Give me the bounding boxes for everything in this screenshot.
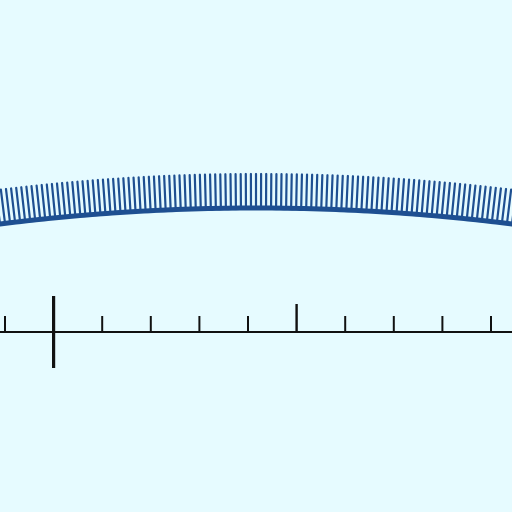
arc-spike [425, 180, 431, 217]
arc-spike [224, 173, 227, 210]
arc-spike [380, 176, 385, 213]
arc-spike [208, 173, 212, 210]
arc-spike [198, 173, 202, 210]
arc-spike [214, 173, 217, 210]
arc-spike [320, 173, 324, 211]
arc-spike [505, 188, 512, 225]
arc-spike [168, 174, 172, 211]
arc-spike [35, 184, 42, 221]
spiked-arc-barrier [0, 172, 512, 227]
arc-spike [30, 185, 37, 222]
arc-spike [188, 173, 192, 211]
arc-spike [152, 175, 157, 212]
arc-spike [4, 187, 12, 224]
ruler [0, 296, 512, 368]
arc-spike [415, 179, 421, 216]
arc-spike [178, 174, 182, 211]
arc-spike [435, 181, 441, 218]
arc-spike [203, 173, 207, 210]
arc-spike [163, 174, 167, 212]
arc-spike [55, 182, 62, 219]
arc-spike [480, 185, 487, 222]
arc-spike [290, 173, 293, 210]
arc-spike [350, 175, 355, 212]
arc-spike [485, 186, 492, 223]
arc-spike [45, 183, 52, 220]
arc-spike [455, 182, 462, 219]
arc-spike [360, 175, 365, 212]
arc-spike [173, 174, 177, 211]
arc-spike [405, 178, 411, 215]
arc-spike [40, 183, 47, 220]
arc-spike [76, 180, 82, 217]
arc-spike [91, 179, 97, 216]
arc-spike [50, 182, 57, 219]
arc-spike [390, 177, 395, 214]
arc-spike [142, 175, 147, 213]
arc-spike [445, 181, 451, 218]
arc-spike [295, 173, 298, 210]
arc-spike [25, 185, 32, 222]
arc-spike [395, 177, 400, 214]
arc-spike [310, 173, 314, 210]
arc-spike [450, 182, 457, 219]
arc-spike [157, 175, 162, 212]
arc-spike [465, 183, 472, 220]
arc-spike [101, 178, 107, 215]
arc-spike [385, 177, 390, 214]
arc-spike [330, 174, 334, 211]
arc-spike [112, 177, 117, 214]
arc-spike [60, 181, 67, 218]
arc-spike [132, 176, 137, 213]
arc-spike [127, 176, 132, 213]
arc-spike [137, 176, 142, 213]
arc-spike [219, 173, 222, 210]
arc-spike [325, 174, 329, 211]
arc-spike [71, 181, 77, 218]
arc-spike [375, 176, 380, 213]
arc-spike [305, 173, 309, 210]
arc-spike [430, 180, 436, 217]
arc-spike [183, 174, 187, 211]
arc-spike [20, 186, 27, 223]
arc-spike [0, 188, 7, 225]
arc-spike [355, 175, 360, 212]
arc-spike [86, 179, 92, 216]
arc-spike [440, 181, 446, 218]
arc-spike [495, 187, 503, 224]
arc-spike [340, 174, 344, 211]
arc-spike [106, 178, 112, 215]
arc-spike [345, 174, 349, 212]
arc-spike [285, 173, 288, 210]
arc-spike [315, 173, 319, 210]
arc-spike [400, 178, 406, 215]
arc-spike [117, 177, 122, 214]
arc-spike [193, 173, 197, 210]
arc-spike [370, 176, 375, 213]
arc-spike [490, 186, 497, 223]
arc-spike [122, 177, 127, 214]
arc-spike [420, 179, 426, 216]
arc-spike [460, 183, 467, 220]
arc-spike [96, 178, 102, 216]
arc-spike [335, 174, 339, 211]
arc-spike [300, 173, 304, 210]
arc-spike [81, 180, 87, 217]
arc-spike [410, 178, 416, 216]
arc-spike [500, 187, 508, 224]
arc-spike [475, 185, 482, 222]
arc-spike [15, 186, 22, 223]
arc-spike [66, 181, 72, 218]
arc-spike [9, 187, 17, 224]
arc-spike [470, 184, 477, 221]
arc-spike [147, 175, 152, 212]
arc-spike [365, 175, 370, 213]
